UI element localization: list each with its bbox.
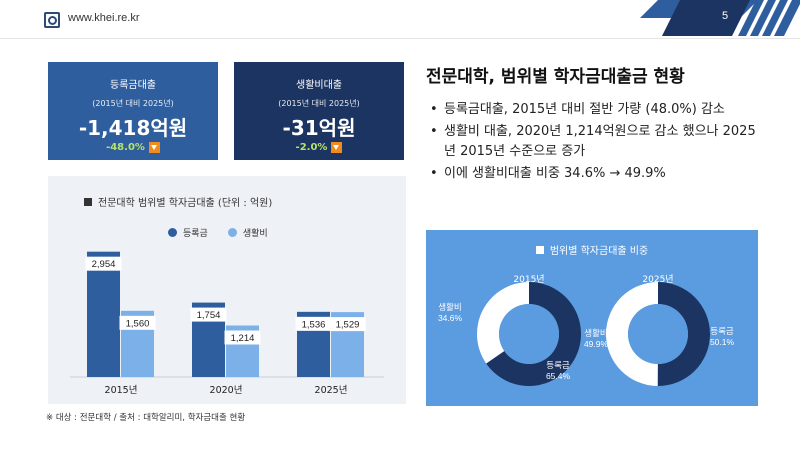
- kpi-value: -31억원: [282, 116, 356, 140]
- bullet-item: 이에 생활비대출 비중 34.6% → 49.9%: [430, 164, 760, 184]
- data-label-box: [85, 256, 122, 271]
- donut-chart-panel: 범위별 학자금대출 비중 2015년 2025년 등록금 65.4% 생활비 34.6% 등…: [426, 230, 758, 406]
- kpi-title: 생활비대출: [296, 80, 342, 91]
- kpi-subtitle: (2015년 대비 2025년): [92, 99, 174, 108]
- kpi-living-card: 생활비대출 (2015년 대비 2025년) -31억원 -2.0%: [234, 62, 404, 160]
- legend-item-tuition: 등록금: [168, 226, 208, 239]
- legend-item-living: 생활비: [227, 226, 268, 239]
- logo-icon: [44, 12, 60, 28]
- donut-chart-title: 범위별 학자금대출 비중: [549, 246, 649, 257]
- slice-percent: 65.4%: [546, 371, 571, 381]
- donut-slice-living: [605, 282, 658, 386]
- bar-chart-title: 전문대학 범위별 학자금대출 (단위 : 억원): [98, 198, 273, 209]
- header-decoration: [640, 0, 800, 36]
- donut-year-label: 2025년: [642, 274, 673, 285]
- kpi-value: -1,418억원: [78, 116, 188, 140]
- kpi-change-row: -48.0%: [48, 142, 218, 153]
- bullet-list: 등록금대출, 2015년 대비 절반 가량 (48.0%) 감소 생활비 대출,…: [430, 100, 760, 186]
- footnote: ※ 대상 : 전문대학 / 출처 : 대학알리미, 학자금대출 현황: [46, 413, 246, 423]
- bar-chart-legend: 등록금 생활비: [168, 226, 268, 239]
- data-label-box: [190, 307, 227, 322]
- donut-slice-tuition: [486, 282, 581, 386]
- data-label-box: [119, 315, 156, 330]
- kpi-title: 등록금대출: [110, 80, 156, 91]
- down-arrow-icon: [331, 142, 343, 153]
- donut-slice-living: [477, 282, 529, 364]
- slice-percent: 34.6%: [438, 313, 463, 323]
- data-label: 1,529: [336, 320, 360, 331]
- page-title: 전문대학, 범위별 학자금대출금 현황: [426, 67, 685, 87]
- header-divider: [0, 38, 800, 39]
- slice-label: 등록금: [710, 327, 734, 337]
- x-tick-label: 2015년: [105, 385, 138, 396]
- legend-label: 등록금: [183, 229, 208, 239]
- donut-charts: 2015년 2025년등록금65.4%생활비34.6%등록금50.1%생활비49.…: [438, 274, 735, 386]
- donut-hole: [499, 304, 559, 364]
- kpi-change-row: -2.0%: [234, 142, 404, 153]
- legend-label: 생활비: [242, 229, 268, 239]
- slice-label: 생활비: [584, 328, 607, 339]
- kpi-tuition-card: 등록금대출 (2015년 대비 2025년) -1,418억원 -48.0%: [48, 62, 218, 160]
- donut-hole: [628, 304, 688, 364]
- bullet-item: 등록금대출, 2015년 대비 절반 가량 (48.0%) 감소: [430, 100, 760, 120]
- bar-chart-title-row: 전문대학 범위별 학자금대출 (단위 : 억원): [84, 194, 272, 209]
- data-label-box: [224, 330, 261, 345]
- slice-label: 등록금: [546, 361, 570, 371]
- x-tick-label: 2020년: [210, 385, 243, 396]
- bar-chart: 2,954 1,560 2015년 1,754 1,214 2020년 1,536 1,529…: [70, 251, 384, 396]
- data-label-box: [329, 317, 366, 332]
- bullet-item: 생활비 대출, 2020년 1,214억원으로 감소 했으나 2025년 201…: [430, 122, 760, 162]
- legend-dot-tuition: [168, 228, 177, 237]
- kpi-change: -48.0%: [106, 142, 145, 153]
- kpi-change: -2.0%: [295, 142, 328, 153]
- data-label: 2,954: [92, 259, 116, 270]
- square-bullet-icon: [84, 197, 92, 206]
- donut-chart-title-row: 범위별 학자금대출 비중: [426, 242, 758, 257]
- donut-slice-tuition: [657, 282, 710, 386]
- bar-chart-panel: 전문대학 범위별 학자금대출 (단위 : 억원) 등록금 생활비 2,954 1,…: [48, 176, 406, 404]
- site-url[interactable]: www.khei.re.kr: [68, 12, 140, 24]
- square-bullet-icon: [535, 245, 544, 254]
- data-label-box: [295, 316, 332, 331]
- kpi-subtitle: (2015년 대비 2025년): [278, 99, 360, 108]
- legend-dot-living: [227, 228, 237, 237]
- donut-year-label: 2015년: [513, 274, 544, 285]
- down-arrow-icon: [148, 142, 160, 153]
- data-label: 1,754: [197, 310, 221, 321]
- bar-tuition: [87, 251, 120, 377]
- x-tick-label: 2025년: [315, 385, 348, 396]
- page-number: 5: [722, 10, 729, 22]
- data-label: 1,560: [126, 318, 150, 329]
- data-label: 1,536: [302, 319, 326, 330]
- slice-label: 생활비: [438, 302, 461, 313]
- slice-percent: 50.1%: [710, 337, 735, 347]
- data-label: 1,214: [231, 333, 255, 344]
- slice-percent: 49.9%: [584, 339, 609, 349]
